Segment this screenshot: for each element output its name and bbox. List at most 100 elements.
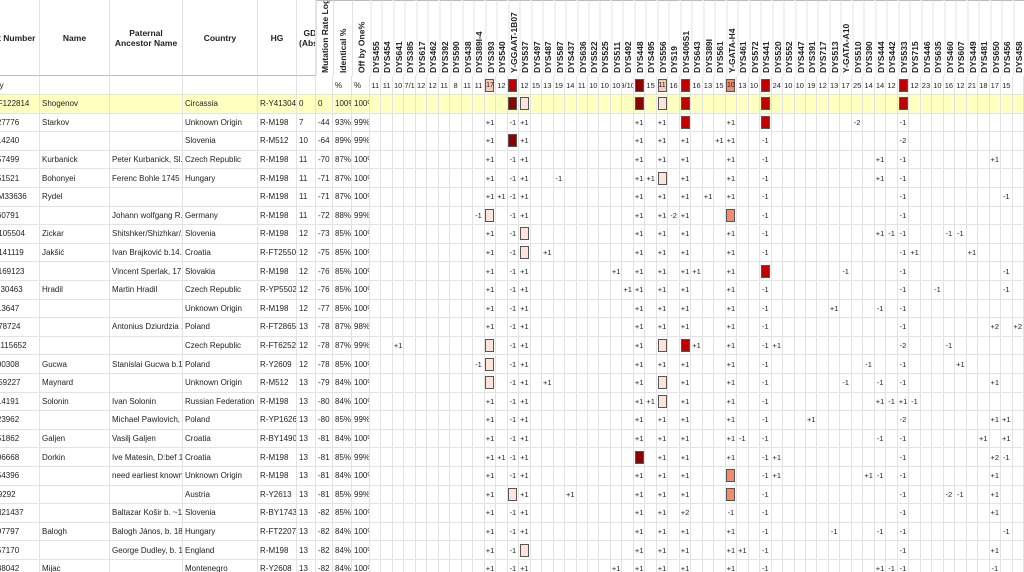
marker-cell xyxy=(783,448,795,467)
marker-cell: -1 xyxy=(1001,448,1013,467)
cell-log-sum: -79 xyxy=(316,374,333,393)
marker-cell xyxy=(943,243,956,263)
marker-cell xyxy=(645,243,657,263)
marker-cell: -1 xyxy=(760,429,772,449)
marker-cell xyxy=(1001,225,1013,244)
marker-cell xyxy=(874,113,887,133)
marker-header: DYS455 xyxy=(370,0,382,76)
marker-cell xyxy=(392,411,405,430)
marker-header: DYS511 xyxy=(610,0,623,76)
marker-cell: +1 xyxy=(679,299,692,319)
marker-cell xyxy=(392,429,405,449)
query-marker: 11 xyxy=(656,76,669,95)
marker-cell: +1 xyxy=(519,504,531,523)
marker-cell xyxy=(817,411,829,430)
marker-cell: +1 xyxy=(863,467,875,486)
marker-cell: +1 xyxy=(1001,429,1013,449)
marker-cell xyxy=(645,374,657,393)
cell-identical: 87% xyxy=(333,336,352,356)
marker-cell xyxy=(874,541,887,560)
highlight-cell xyxy=(760,97,770,111)
cell-off-by_one: 99% xyxy=(352,132,370,151)
marker-cell: -1 xyxy=(897,522,910,542)
marker-cell xyxy=(932,206,944,226)
marker-cell: +1 xyxy=(725,541,738,560)
marker-cell xyxy=(772,560,784,572)
marker-cell xyxy=(978,522,990,542)
marker-cell xyxy=(484,95,497,114)
marker-cell: +1 xyxy=(966,243,979,263)
marker-cell xyxy=(553,206,566,226)
cell-country: Unknown Origin xyxy=(183,467,258,486)
cell-gd: 12 xyxy=(297,281,316,300)
marker-cell xyxy=(622,467,634,486)
cell-ancestor: Peter Kurbanick, Sl... xyxy=(110,150,183,170)
marker-header: DYS481 xyxy=(978,0,990,76)
marker-cell xyxy=(392,541,405,560)
marker-header: DYS552 xyxy=(783,0,795,76)
marker-cell xyxy=(427,299,439,319)
marker-cell xyxy=(656,374,669,393)
marker-cell xyxy=(599,485,611,505)
marker-header: DYS492 xyxy=(622,0,634,76)
marker-cell: +1 xyxy=(656,132,669,151)
marker-cell xyxy=(828,429,841,449)
marker-cell xyxy=(691,504,703,523)
marker-cell: +1 xyxy=(484,411,497,430)
marker-cell xyxy=(461,113,474,133)
cell-off-by_one: 99% xyxy=(352,411,370,430)
marker-cell xyxy=(645,485,657,505)
marker-cell xyxy=(530,374,543,393)
marker-cell: -2 xyxy=(897,336,910,356)
marker-cell: +1 xyxy=(484,281,497,300)
marker-cell xyxy=(874,243,887,263)
marker-cell xyxy=(748,429,761,449)
query-marker: 19 xyxy=(553,76,566,95)
marker-cell xyxy=(668,467,680,486)
marker-cell: -1 xyxy=(507,299,520,319)
marker-cell xyxy=(645,150,657,170)
marker-cell xyxy=(473,188,485,207)
marker-cell xyxy=(404,411,416,430)
marker-cell: -1 xyxy=(473,355,485,374)
cell-hg: R-M198 xyxy=(258,262,297,281)
marker-cell: +1 xyxy=(725,411,738,430)
marker-cell xyxy=(840,467,852,486)
marker-cell: +1 xyxy=(702,188,715,207)
marker-cell xyxy=(576,429,588,449)
query-marker: 19 xyxy=(806,76,818,95)
highlight-cell xyxy=(508,487,518,501)
marker-cell xyxy=(576,188,588,207)
marker-cell xyxy=(989,132,1002,151)
marker-cell xyxy=(1001,541,1013,560)
marker-cell xyxy=(955,95,967,114)
marker-cell: +1 xyxy=(484,113,497,133)
marker-cell xyxy=(415,188,428,207)
marker-cell xyxy=(978,169,990,188)
marker-cell xyxy=(737,411,749,430)
cell-kit: _914191 xyxy=(0,392,40,412)
marker-cell xyxy=(381,299,393,319)
marker-cell xyxy=(920,206,933,226)
query-marker: 13 xyxy=(737,76,749,95)
cell-gd: 13 xyxy=(297,560,316,572)
marker-cell xyxy=(622,299,634,319)
marker-cell xyxy=(725,95,738,114)
marker-cell: +1 xyxy=(725,225,738,244)
marker-cell xyxy=(725,206,738,226)
marker-cell xyxy=(565,299,577,319)
marker-cell xyxy=(748,262,761,281)
marker-cell xyxy=(828,169,841,188)
marker-cell xyxy=(737,504,749,523)
cell-hg: R-Y41304 xyxy=(258,95,297,114)
marker-cell xyxy=(381,132,393,151)
cell-hg: R-M198 xyxy=(258,150,297,170)
marker-cell xyxy=(427,374,439,393)
marker-cell xyxy=(461,448,474,467)
marker-cell xyxy=(794,169,806,188)
query-marker xyxy=(760,76,772,95)
cell-name xyxy=(40,206,110,226)
marker-cell xyxy=(989,169,1002,188)
cell-kit: _527776 xyxy=(0,113,40,133)
marker-cell xyxy=(806,262,818,281)
